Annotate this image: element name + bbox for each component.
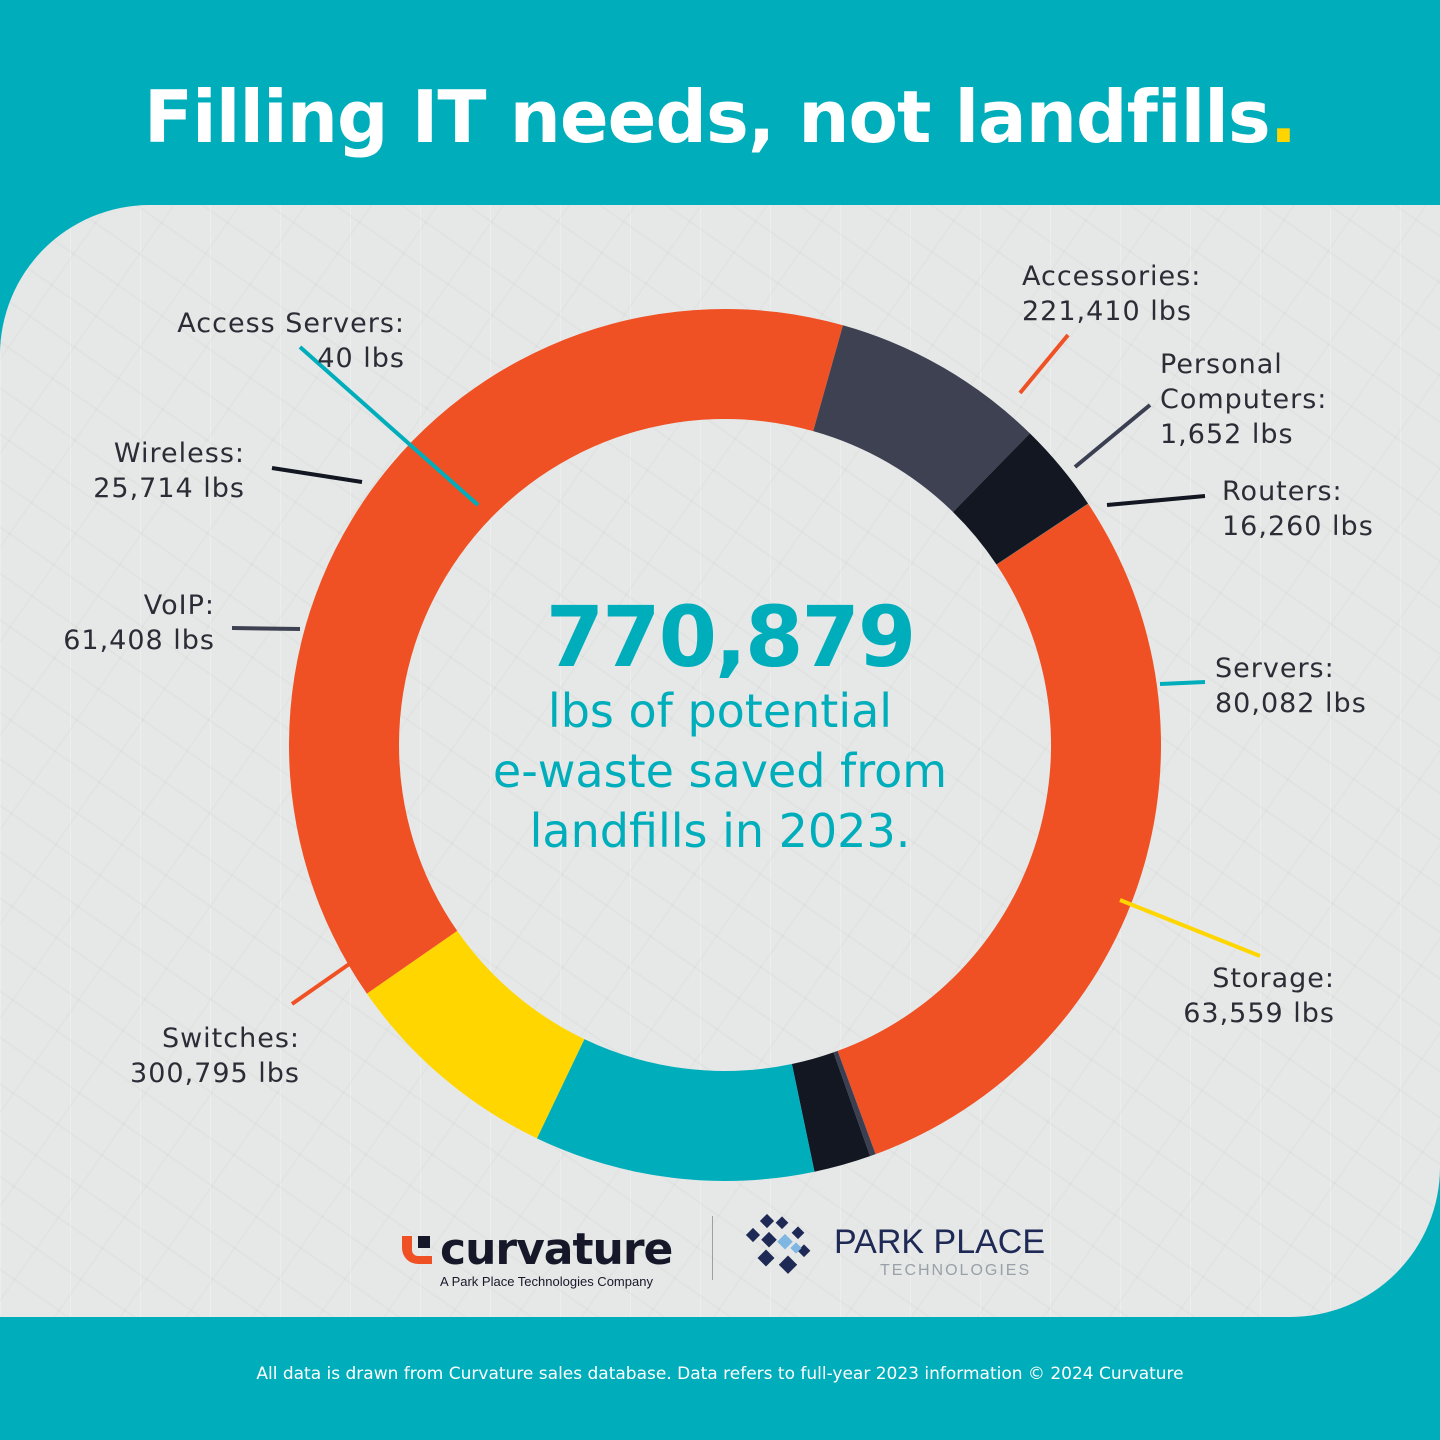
label-personal-computers: Personal Computers: 1,652 lbs	[1160, 349, 1327, 450]
park-place-wordmark: PARK PLACE	[834, 1222, 1045, 1262]
leader-line-voip	[232, 628, 300, 629]
label-storage: Storage: 63,559 lbs	[1183, 963, 1335, 1029]
label-servers: Servers: 80,082 lbs	[1215, 653, 1367, 719]
leader-line-storage	[1120, 900, 1260, 956]
leader-line-routers	[1107, 496, 1205, 505]
label-routers: Routers: 16,260 lbs	[1222, 476, 1374, 542]
curvature-wordmark: curvature	[440, 1222, 672, 1278]
park-place-mark-icon	[742, 1214, 814, 1278]
curvature-mark-icon	[400, 1234, 434, 1266]
total-caption-line: e-waste saved from	[493, 744, 947, 798]
label-wireless: Wireless: 25,714 lbs	[93, 438, 245, 504]
curvature-logo[interactable]: curvature A Park Place Technologies Comp…	[400, 1222, 690, 1292]
label-access-servers: Access Servers: 40 lbs	[177, 308, 405, 374]
leader-line-personal-computers	[1075, 405, 1150, 467]
total-value: 770,879	[546, 588, 915, 686]
park-place-subtitle: TECHNOLOGIES	[880, 1262, 1031, 1280]
label-accessories: Accessories: 221,410 lbs	[1022, 261, 1201, 327]
logo-divider	[712, 1216, 713, 1280]
slice-servers[interactable]	[537, 1039, 815, 1181]
leader-line-switches	[292, 953, 365, 1004]
label-switches: Switches: 300,795 lbs	[130, 1023, 300, 1089]
label-voip: VoIP: 61,408 lbs	[63, 590, 215, 656]
total-caption-line: landfills in 2023.	[530, 804, 911, 858]
curvature-tagline: A Park Place Technologies Company	[440, 1274, 700, 1289]
logo-bar: curvature A Park Place Technologies Comp…	[0, 1210, 1440, 1300]
leader-line-servers	[1160, 682, 1205, 684]
park-place-logo[interactable]: PARK PLACE TECHNOLOGIES	[742, 1210, 1052, 1290]
leader-line-accessories	[1020, 335, 1068, 393]
total-caption-line: lbs of potential	[548, 684, 892, 738]
leader-line-wireless	[272, 468, 362, 482]
footer-note: All data is drawn from Curvature sales d…	[0, 1364, 1440, 1384]
